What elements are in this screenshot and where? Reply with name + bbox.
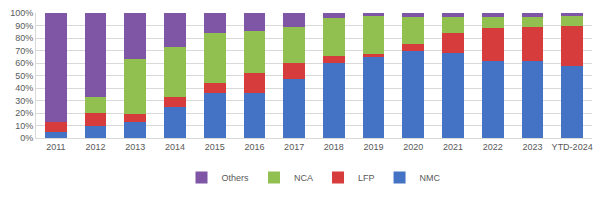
svg-text:2018: 2018: [324, 142, 344, 152]
svg-text:10%: 10%: [15, 121, 33, 131]
svg-text:2011: 2011: [46, 142, 65, 152]
svg-text:2022: 2022: [483, 142, 503, 152]
svg-text:20%: 20%: [15, 108, 33, 118]
svg-text:2016: 2016: [244, 142, 264, 152]
svg-text:0%: 0%: [20, 133, 33, 143]
svg-text:70%: 70%: [15, 46, 33, 56]
svg-text:80%: 80%: [15, 33, 33, 43]
svg-text:Others: Others: [222, 173, 250, 183]
svg-text:2023: 2023: [522, 142, 542, 152]
svg-text:2015: 2015: [205, 142, 225, 152]
svg-text:30%: 30%: [15, 96, 33, 106]
svg-text:LFP: LFP: [358, 173, 375, 183]
svg-text:100%: 100%: [10, 8, 33, 18]
svg-text:2013: 2013: [125, 142, 145, 152]
svg-text:2017: 2017: [284, 142, 304, 152]
svg-text:2014: 2014: [165, 142, 185, 152]
svg-text:50%: 50%: [15, 71, 33, 81]
svg-text:NCA: NCA: [294, 173, 313, 183]
svg-text:2021: 2021: [443, 142, 463, 152]
svg-text:YTD-2024: YTD-2024: [552, 142, 593, 152]
svg-text:2020: 2020: [403, 142, 423, 152]
svg-text:90%: 90%: [15, 21, 33, 31]
svg-text:2012: 2012: [86, 142, 106, 152]
svg-text:60%: 60%: [15, 58, 33, 68]
svg-text:2019: 2019: [364, 142, 384, 152]
svg-text:NMC: NMC: [420, 173, 441, 183]
svg-text:40%: 40%: [15, 83, 33, 93]
